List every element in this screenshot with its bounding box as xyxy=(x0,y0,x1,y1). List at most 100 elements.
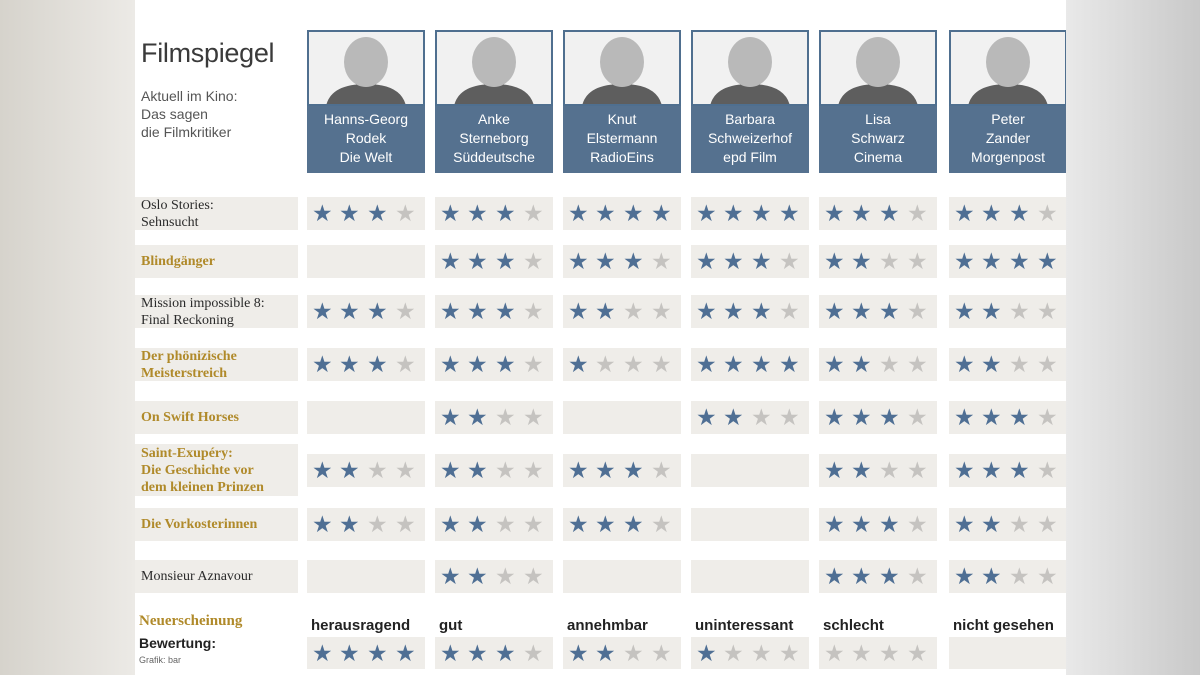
star-filled-icon: ★ xyxy=(824,200,845,226)
star-empty-icon: ★ xyxy=(523,200,544,226)
star-filled-icon: ★ xyxy=(954,298,975,324)
star-filled-icon: ★ xyxy=(723,248,744,274)
movie-title: Die Vorkosterinnen xyxy=(135,508,298,541)
star-empty-icon: ★ xyxy=(751,404,772,430)
star-empty-icon: ★ xyxy=(523,298,544,324)
filmspiegel-chart: Filmspiegel Aktuell im Kino: Das sagen d… xyxy=(135,0,1066,675)
star-empty-icon: ★ xyxy=(651,457,672,483)
star-filled-icon: ★ xyxy=(751,298,772,324)
star-filled-icon: ★ xyxy=(824,563,845,589)
rating-cell: ★ ★ ★ ★ xyxy=(819,508,937,541)
star-filled-icon: ★ xyxy=(623,457,644,483)
star-filled-icon: ★ xyxy=(467,248,488,274)
rating-cell: ★ ★ ★ ★ xyxy=(563,348,681,381)
star-filled-icon: ★ xyxy=(495,248,516,274)
star-filled-icon: ★ xyxy=(879,511,900,537)
star-empty-icon: ★ xyxy=(779,248,800,274)
rating-cell: ★ ★ ★ ★ xyxy=(949,295,1066,328)
critic-header: Lisa Schwarz Cinema xyxy=(819,30,937,173)
star-filled-icon: ★ xyxy=(1037,248,1058,274)
movie-title: Mission impossible 8: Final Reckoning xyxy=(135,295,298,328)
movie-title: Saint-Exupéry: Die Geschichte vor dem kl… xyxy=(135,444,298,496)
star-filled-icon: ★ xyxy=(954,511,975,537)
star-empty-icon: ★ xyxy=(523,248,544,274)
star-empty-icon: ★ xyxy=(495,404,516,430)
star-filled-icon: ★ xyxy=(879,200,900,226)
rating-cell: ★ ★ ★ ★ xyxy=(435,197,553,230)
star-empty-icon: ★ xyxy=(879,457,900,483)
movie-title: Monsieur Aznavour xyxy=(135,560,298,593)
star-filled-icon: ★ xyxy=(440,200,461,226)
star-filled-icon: ★ xyxy=(440,351,461,377)
star-filled-icon: ★ xyxy=(367,200,388,226)
star-empty-icon: ★ xyxy=(651,511,672,537)
star-filled-icon: ★ xyxy=(1009,248,1030,274)
star-filled-icon: ★ xyxy=(879,298,900,324)
star-empty-icon: ★ xyxy=(1037,298,1058,324)
portrait-icon xyxy=(326,37,406,104)
star-empty-icon: ★ xyxy=(495,511,516,537)
star-filled-icon: ★ xyxy=(824,404,845,430)
critic-photo xyxy=(819,30,937,106)
star-empty-icon: ★ xyxy=(651,298,672,324)
critic-name: Lisa Schwarz Cinema xyxy=(819,106,937,173)
star-empty-icon: ★ xyxy=(751,640,772,666)
rating-cell: ★ ★ ★ ★ xyxy=(949,245,1066,278)
star-filled-icon: ★ xyxy=(467,200,488,226)
star-empty-icon: ★ xyxy=(1037,563,1058,589)
star-empty-icon: ★ xyxy=(1037,511,1058,537)
star-filled-icon: ★ xyxy=(981,200,1002,226)
star-filled-icon: ★ xyxy=(651,200,672,226)
star-empty-icon: ★ xyxy=(623,298,644,324)
rating-cell xyxy=(563,401,681,434)
star-filled-icon: ★ xyxy=(367,640,388,666)
star-empty-icon: ★ xyxy=(879,248,900,274)
portrait-icon xyxy=(454,37,534,104)
star-filled-icon: ★ xyxy=(696,351,717,377)
rating-cell: ★ ★ ★ ★ xyxy=(949,348,1066,381)
rating-cell: ★ ★ ★ ★ xyxy=(563,295,681,328)
star-filled-icon: ★ xyxy=(595,298,616,324)
star-filled-icon: ★ xyxy=(440,511,461,537)
star-filled-icon: ★ xyxy=(568,298,589,324)
critic-header: Knut Elstermann RadioEins xyxy=(563,30,681,173)
critic-photo xyxy=(691,30,809,106)
rating-cell xyxy=(691,508,809,541)
star-empty-icon: ★ xyxy=(523,563,544,589)
star-filled-icon: ★ xyxy=(696,640,717,666)
star-empty-icon: ★ xyxy=(1009,298,1030,324)
star-filled-icon: ★ xyxy=(367,351,388,377)
star-empty-icon: ★ xyxy=(523,404,544,430)
star-empty-icon: ★ xyxy=(907,404,928,430)
star-filled-icon: ★ xyxy=(467,298,488,324)
star-empty-icon: ★ xyxy=(779,640,800,666)
star-filled-icon: ★ xyxy=(851,298,872,324)
star-filled-icon: ★ xyxy=(723,404,744,430)
rating-cell: ★ ★ ★ ★ xyxy=(307,508,425,541)
rating-cell: ★ ★ ★ ★ xyxy=(307,295,425,328)
star-empty-icon: ★ xyxy=(1009,351,1030,377)
star-filled-icon: ★ xyxy=(779,351,800,377)
rating-cell: ★ ★ ★ ★ xyxy=(435,508,553,541)
star-filled-icon: ★ xyxy=(851,404,872,430)
star-empty-icon: ★ xyxy=(595,351,616,377)
star-filled-icon: ★ xyxy=(824,511,845,537)
star-filled-icon: ★ xyxy=(981,457,1002,483)
rating-cell: ★ ★ ★ ★ xyxy=(949,560,1066,593)
legend-cell: ★ ★ ★ ★ xyxy=(435,637,553,669)
background-left xyxy=(0,0,135,675)
star-filled-icon: ★ xyxy=(696,404,717,430)
star-filled-icon: ★ xyxy=(595,457,616,483)
legend-cell: ★ ★ ★ ★ xyxy=(691,637,809,669)
star-filled-icon: ★ xyxy=(367,298,388,324)
star-filled-icon: ★ xyxy=(595,511,616,537)
star-empty-icon: ★ xyxy=(495,457,516,483)
legend-new-release: Neuerscheinung xyxy=(139,613,243,629)
star-filled-icon: ★ xyxy=(824,248,845,274)
star-filled-icon: ★ xyxy=(495,640,516,666)
rating-cell: ★ ★ ★ ★ xyxy=(819,560,937,593)
star-filled-icon: ★ xyxy=(495,298,516,324)
star-filled-icon: ★ xyxy=(751,200,772,226)
star-filled-icon: ★ xyxy=(568,200,589,226)
star-filled-icon: ★ xyxy=(1009,404,1030,430)
